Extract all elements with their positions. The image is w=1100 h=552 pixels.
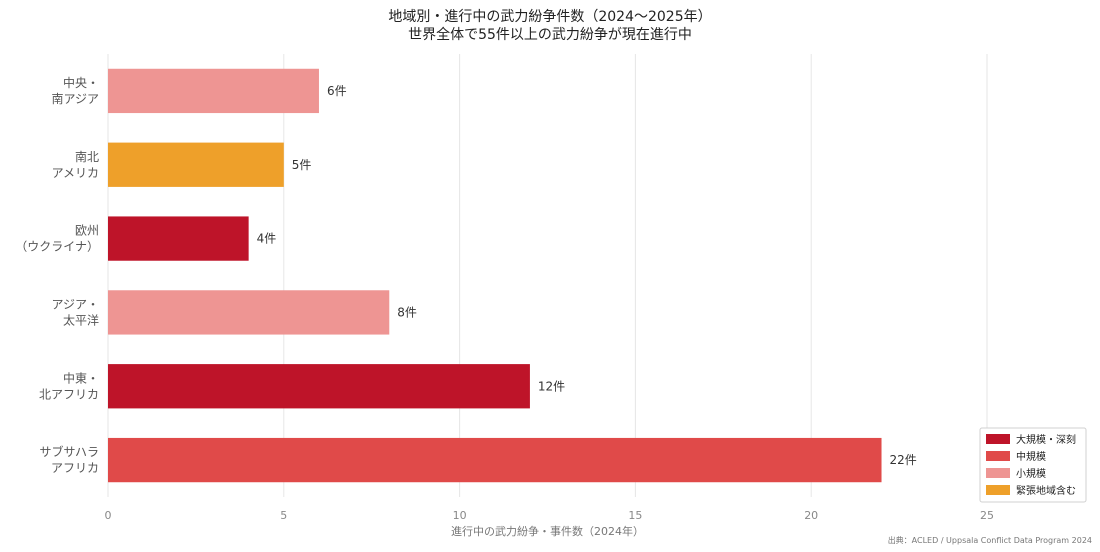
legend-label: 緊張地域含む [1016, 484, 1076, 497]
y-tick-label: 中東・北アフリカ [39, 370, 99, 401]
legend-label: 小規模 [1016, 468, 1046, 480]
bar [108, 216, 249, 261]
source-note: 出典：ACLED / Uppsala Conflict Data Program… [887, 536, 1092, 545]
chart-title: 地域別・進行中の武力紛争件数（2024〜2025年） [388, 9, 712, 25]
legend-box [979, 427, 1087, 503]
legend-swatch [986, 451, 1010, 461]
legend-label: 大規模・深刻 [1016, 433, 1076, 446]
data-label: 6件 [327, 84, 347, 98]
y-tick-label: 中央・南アジア [51, 75, 99, 106]
legend-swatch [986, 434, 1010, 444]
bar [108, 68, 319, 114]
y-tick-label: アジア・太平洋 [51, 297, 99, 327]
bar [108, 364, 530, 409]
x-tick-label: 20 [804, 509, 818, 522]
data-label: 22件 [890, 453, 917, 467]
legend-swatch [986, 468, 1010, 478]
legend-swatch [986, 485, 1010, 495]
x-tick-label: 15 [628, 509, 642, 522]
legend-label: 中規模 [1016, 450, 1046, 463]
x-axis-label: 進行中の武力紛争・事件数（2024年） [451, 524, 644, 538]
data-label: 4件 [257, 232, 277, 246]
y-tick-label: 南北アメリカ [52, 149, 99, 180]
y-tick-label: サブサハラアフリカ [39, 444, 99, 475]
chart-subtitle: 世界全体で55件以上の武力紛争が現在進行中 [408, 27, 692, 43]
data-label: 12件 [538, 379, 565, 393]
bar [108, 290, 390, 335]
data-label: 5件 [292, 158, 312, 172]
data-label: 8件 [397, 305, 417, 319]
x-tick-label: 25 [980, 509, 994, 522]
bar [108, 142, 284, 187]
x-tick-label: 0 [105, 509, 112, 522]
x-tick-label: 5 [280, 509, 287, 522]
x-tick-label: 10 [453, 509, 467, 522]
y-tick-label: 欧州（ウクライナ） [15, 224, 99, 254]
bar [108, 437, 882, 483]
